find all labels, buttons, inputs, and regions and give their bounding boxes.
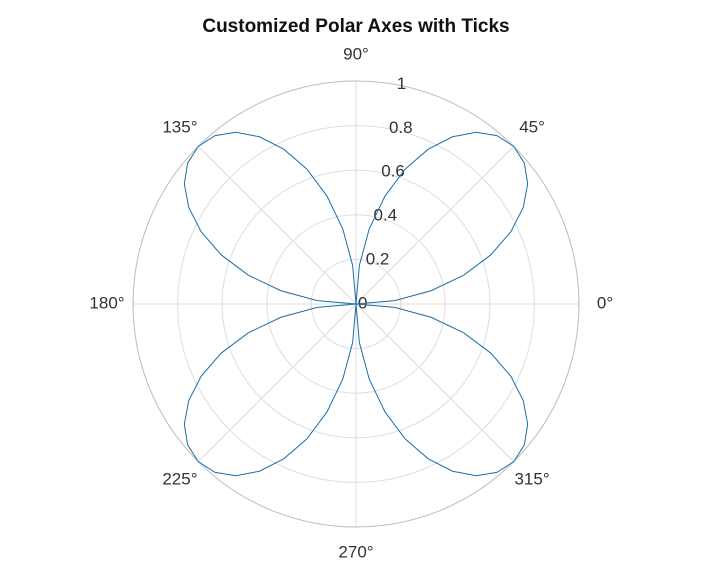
r-grid-circle	[266, 214, 446, 394]
theta-grid-line	[197, 303, 357, 463]
theta-tick-label: 270°	[338, 542, 373, 561]
r-tick-label: 0.8	[389, 118, 413, 137]
theta-tick-label: 315°	[514, 470, 549, 489]
theta-tick-label: 180°	[89, 293, 124, 312]
theta-grid-line	[197, 145, 357, 305]
theta-tick-label: 225°	[162, 470, 197, 489]
r-grid-circle	[221, 169, 491, 439]
theta-grid-line	[355, 145, 515, 305]
r-tick-label: 0.4	[373, 206, 397, 225]
r-grid-circle	[310, 258, 402, 350]
polar-line	[183, 131, 529, 477]
theta-tick-label: 90°	[343, 44, 369, 63]
theta-tick-label: 0°	[597, 293, 613, 312]
r-grid-circle	[132, 80, 580, 528]
r-tick-label: 0.6	[381, 162, 405, 181]
r-grid-circle	[177, 125, 535, 483]
theta-grid-line	[355, 303, 515, 463]
r-tick-label: 1	[397, 74, 406, 93]
chart-title: Customized Polar Axes with Ticks	[202, 16, 509, 37]
theta-tick-label: 135°	[162, 117, 197, 136]
r-tick-label: 0.2	[366, 250, 390, 269]
theta-tick-label: 45°	[519, 117, 545, 136]
